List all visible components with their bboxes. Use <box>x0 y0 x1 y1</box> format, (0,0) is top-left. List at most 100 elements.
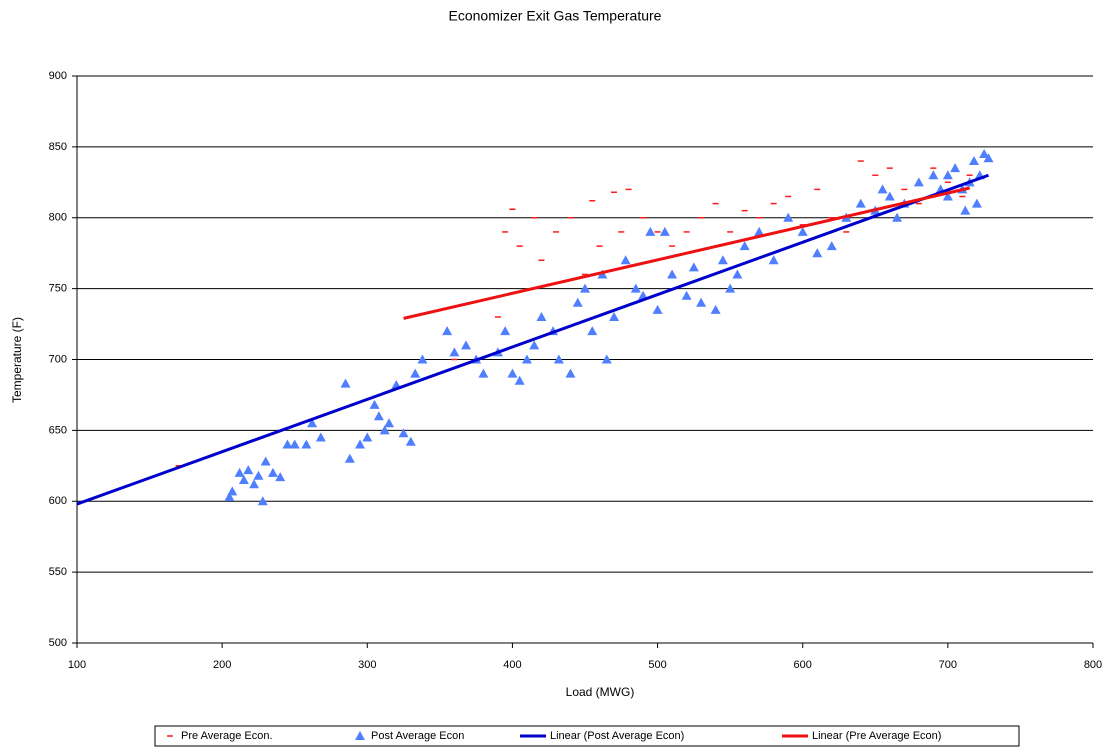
data-point <box>717 255 728 265</box>
y-tick-label: 900 <box>49 70 67 82</box>
data-point <box>449 347 460 357</box>
data-point <box>507 368 518 378</box>
data-point <box>460 340 471 350</box>
data-point <box>514 375 525 385</box>
data-point <box>667 269 678 279</box>
data-point <box>315 432 326 442</box>
trend-line <box>76 173 990 506</box>
data-point <box>659 226 670 236</box>
y-tick-label: 600 <box>49 495 67 507</box>
data-point <box>710 304 721 314</box>
data-point <box>942 170 953 180</box>
data-point <box>243 465 254 475</box>
data-point <box>344 453 355 463</box>
data-point <box>601 354 612 364</box>
data-point <box>913 177 924 187</box>
chart-title: Economizer Exit Gas Temperature <box>449 8 662 24</box>
data-point <box>500 326 511 336</box>
data-point <box>238 474 249 484</box>
legend-label: Linear (Pre Average Econ) <box>812 730 941 742</box>
x-tick-label: 300 <box>358 659 376 671</box>
data-point <box>340 378 351 388</box>
data-point <box>536 311 547 321</box>
data-point <box>275 472 286 482</box>
data-point <box>855 198 866 208</box>
data-point <box>884 191 895 201</box>
data-point <box>797 226 808 236</box>
y-tick-label: 650 <box>49 424 67 436</box>
x-tick-label: 100 <box>68 659 86 671</box>
data-point <box>968 156 979 166</box>
data-point <box>979 148 990 158</box>
data-point <box>260 456 271 466</box>
data-point <box>942 191 953 201</box>
legend-label: Pre Average Econ. <box>181 730 273 742</box>
data-point <box>688 262 699 272</box>
data-point <box>768 255 779 265</box>
legend-label: Linear (Post Average Econ) <box>550 730 684 742</box>
data-point <box>983 153 994 163</box>
data-point <box>227 486 238 496</box>
data-point <box>681 290 692 300</box>
y-tick-label: 550 <box>49 566 67 578</box>
data-point <box>398 428 409 438</box>
data-point <box>362 432 373 442</box>
data-point <box>301 439 312 449</box>
y-tick-label: 750 <box>49 283 67 295</box>
data-point <box>645 226 656 236</box>
data-point <box>812 248 823 258</box>
data-point <box>384 418 395 428</box>
x-tick-label: 200 <box>213 659 231 671</box>
legend-label: Post Average Econ <box>371 730 464 742</box>
data-point <box>960 205 971 215</box>
data-point <box>620 255 631 265</box>
data-point <box>257 496 268 506</box>
data-point <box>877 184 888 194</box>
data-point <box>405 436 416 446</box>
data-point <box>652 304 663 314</box>
data-point <box>892 212 903 222</box>
trend-line <box>403 186 970 320</box>
data-point <box>725 283 736 293</box>
data-point <box>249 479 260 489</box>
x-tick-label: 800 <box>1084 659 1102 671</box>
data-point <box>971 198 982 208</box>
data-point <box>587 326 598 336</box>
data-point <box>739 241 750 251</box>
data-point <box>410 368 421 378</box>
data-point <box>783 212 794 222</box>
y-tick-label: 500 <box>49 637 67 649</box>
data-point <box>224 491 235 501</box>
data-point <box>826 241 837 251</box>
x-tick-label: 600 <box>794 659 812 671</box>
data-point <box>253 470 264 480</box>
data-point <box>732 269 743 279</box>
data-point <box>417 354 428 364</box>
legend-box <box>154 725 1020 747</box>
data-point <box>696 297 707 307</box>
data-point <box>609 311 620 321</box>
data-point <box>565 368 576 378</box>
data-point <box>373 411 384 421</box>
data-point <box>553 354 564 364</box>
data-point <box>754 226 765 236</box>
data-point <box>307 418 318 428</box>
legend-swatch <box>355 731 365 740</box>
x-tick-label: 700 <box>939 659 957 671</box>
data-point <box>282 439 293 449</box>
y-tick-label: 850 <box>49 141 67 153</box>
x-axis-label: Load (MWG) <box>566 685 635 699</box>
data-point <box>950 163 961 173</box>
y-axis-label: Temperature (F) <box>10 317 24 403</box>
data-point <box>521 354 532 364</box>
data-point <box>442 326 453 336</box>
data-point <box>267 467 278 477</box>
data-point <box>355 439 366 449</box>
data-point <box>369 399 380 409</box>
x-tick-label: 400 <box>503 659 521 671</box>
data-point <box>928 170 939 180</box>
data-point <box>572 297 583 307</box>
data-point <box>289 439 300 449</box>
y-tick-label: 700 <box>49 353 67 365</box>
data-point <box>529 340 540 350</box>
